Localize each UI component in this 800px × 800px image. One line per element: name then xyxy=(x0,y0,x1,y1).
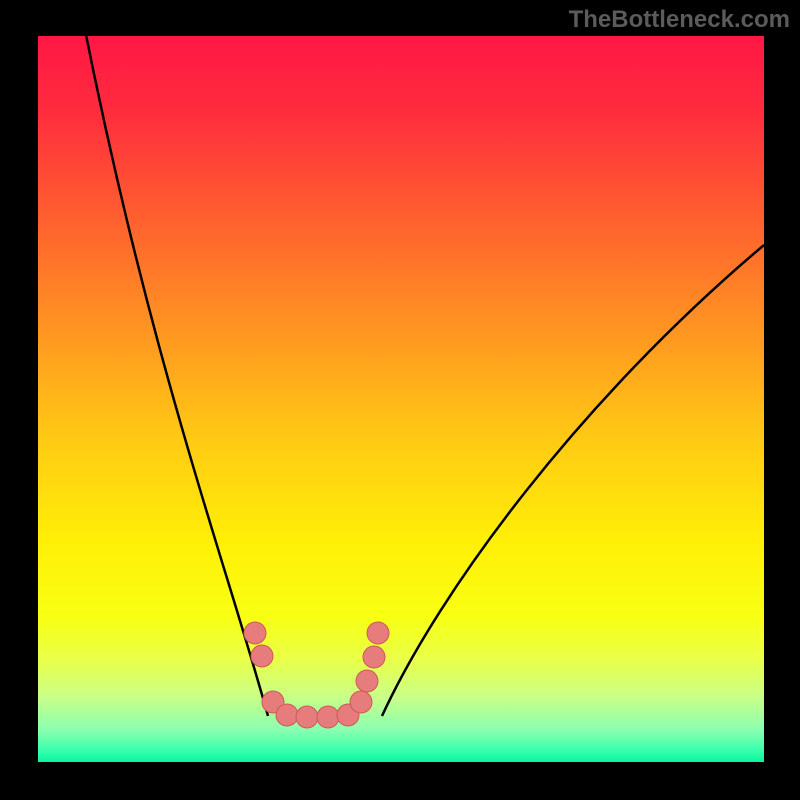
marker-bottom-2 xyxy=(296,706,318,728)
marker-point-1 xyxy=(251,645,273,667)
bottleneck-curve-right xyxy=(382,245,764,716)
marker-bottom-3 xyxy=(317,706,339,728)
bottleneck-chart: TheBottleneck.com xyxy=(0,0,800,800)
marker-bottom-1 xyxy=(276,704,298,726)
marker-point-2 xyxy=(367,622,389,644)
marker-point-3 xyxy=(363,646,385,668)
marker-bottom-5 xyxy=(350,691,372,713)
marker-point-4 xyxy=(356,670,378,692)
bottleneck-curve-left xyxy=(82,15,268,716)
marker-point-0 xyxy=(244,622,266,644)
watermark-text: TheBottleneck.com xyxy=(569,6,790,34)
chart-overlay-svg xyxy=(0,0,800,800)
